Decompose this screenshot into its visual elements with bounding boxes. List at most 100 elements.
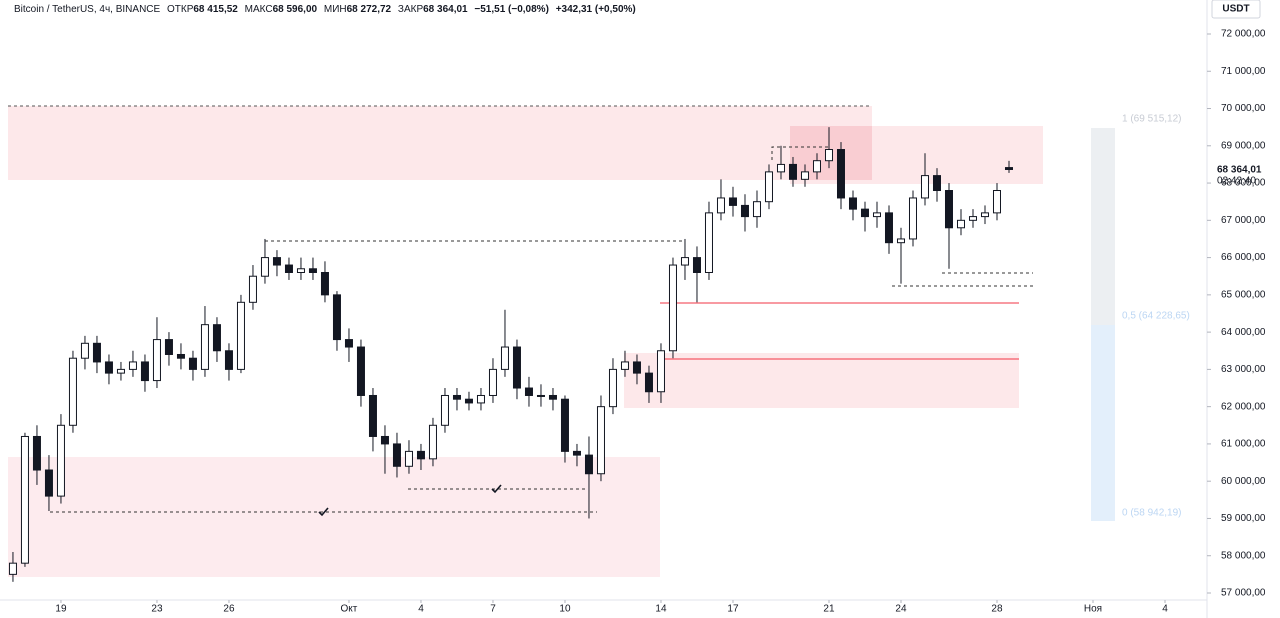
- candle-body: [920, 175, 929, 199]
- candle-body: [464, 398, 473, 404]
- candles: [8, 127, 1013, 582]
- y-tick-label: 64 000,00: [1221, 327, 1266, 338]
- candle-body: [380, 435, 389, 445]
- y-tick-label: 58 000,00: [1221, 550, 1266, 561]
- candle-body: [392, 443, 401, 467]
- candle-body: [908, 197, 917, 240]
- fib-lower: [1091, 325, 1115, 521]
- candle-body: [536, 394, 545, 397]
- currency[interactable]: USDT: [1222, 4, 1249, 15]
- close-label: ЗАКР: [397, 4, 424, 15]
- candle-body: [740, 204, 749, 218]
- candle-body: [728, 197, 737, 206]
- y-tick-label: 59 000,00: [1221, 513, 1266, 524]
- candle-body: [44, 469, 53, 497]
- candle-body: [440, 394, 449, 426]
- candle-body: [560, 398, 569, 452]
- candle-body: [92, 342, 101, 363]
- x-tick-label: 14: [655, 604, 667, 615]
- candle-body: [32, 435, 41, 471]
- x-tick-label: 23: [151, 604, 163, 615]
- candle-body: [452, 394, 461, 400]
- x-tick-label: 17: [727, 604, 739, 615]
- x-tick-label: 4: [1162, 604, 1168, 615]
- y-tick-label: 63 000,00: [1221, 364, 1266, 375]
- candle-body: [344, 339, 353, 348]
- candle-body: [716, 197, 725, 214]
- fib-label: 1 (69 515,12): [1122, 114, 1182, 125]
- candle-body: [968, 216, 977, 221]
- close-value: 68 364,01: [423, 4, 468, 15]
- candle-body: [104, 361, 113, 374]
- range: +342,31 (+0,50%): [555, 4, 636, 15]
- candle-body: [620, 361, 629, 370]
- candle-body: [80, 342, 89, 359]
- candle-body: [164, 339, 173, 355]
- y-tick-label: 57 000,00: [1221, 588, 1266, 599]
- candle-body: [800, 171, 809, 180]
- candle-body: [152, 339, 161, 382]
- candle-body: [764, 171, 773, 203]
- candle-body: [56, 424, 65, 497]
- candle-body: [176, 353, 185, 359]
- dashed-level: [771, 146, 828, 160]
- candle-body: [644, 372, 653, 393]
- x-tick-label: 26: [223, 604, 235, 615]
- candle-body: [824, 149, 833, 162]
- candle-body: [980, 212, 989, 218]
- x-tick-label: 19: [55, 604, 67, 615]
- fib-label: 0,5 (64 228,65): [1122, 311, 1190, 322]
- x-tick-label: 24: [895, 604, 907, 615]
- candle-body: [776, 163, 785, 173]
- candle-body: [548, 394, 557, 400]
- candle-body: [608, 368, 617, 408]
- low-value: 68 272,72: [346, 4, 392, 15]
- candle-body: [8, 562, 17, 575]
- candle-body: [812, 160, 821, 173]
- symbol: Bitcoin / TetherUS, 4ч, BINANCE: [14, 4, 161, 15]
- candle-body: [20, 435, 29, 564]
- fib-upper: [1091, 128, 1115, 325]
- x-tick-label: Ноя: [1084, 604, 1102, 615]
- currency-box[interactable]: [1211, 0, 1261, 19]
- candle-body: [488, 368, 497, 396]
- y-tick-label: 67 000,00: [1221, 215, 1266, 226]
- high-value: 68 596,00: [272, 4, 318, 15]
- y-tick-label: 70 000,00: [1221, 103, 1266, 114]
- candle-body: [116, 368, 125, 374]
- candle-body: [356, 346, 365, 396]
- candle-body: [668, 264, 677, 352]
- candle-body: [272, 257, 281, 266]
- y-tick-label: 66 000,00: [1221, 252, 1266, 263]
- candle-body: [896, 238, 905, 244]
- y-tick-label: 60 000,00: [1221, 476, 1266, 487]
- candle-body: [872, 212, 881, 218]
- candle-body: [596, 406, 605, 475]
- legend-header: Bitcoin / TetherUS, 4ч, BINANCE ОТКР68 4…: [14, 4, 640, 15]
- drawings: 1 (69 515,12) 0,5 (64 228,65) 0 (58 942,…: [8, 105, 1190, 577]
- countdown: 02:42:40: [1217, 176, 1256, 187]
- candle-body: [224, 350, 233, 370]
- open-label: ОТКР: [166, 4, 194, 15]
- y-tick-label: 68 000,00: [1221, 178, 1266, 189]
- candle-body: [236, 301, 245, 370]
- candle-body: [140, 361, 149, 382]
- candle-body: [524, 387, 533, 396]
- candle-body: [788, 163, 797, 180]
- x-tick-label: 10: [559, 604, 571, 615]
- candle-body: [512, 346, 521, 389]
- candle-body: [572, 450, 581, 456]
- candle-body: [416, 450, 425, 460]
- candle-body: [692, 257, 701, 273]
- zone: [8, 457, 660, 577]
- candle-body: [752, 201, 761, 218]
- candle-body: [884, 212, 893, 244]
- candle-body: [848, 197, 857, 210]
- candle-body: [128, 361, 137, 370]
- candle-body: [428, 424, 437, 460]
- candle-body: [260, 257, 269, 277]
- candle-body: [296, 268, 305, 273]
- candle-body: [584, 454, 593, 475]
